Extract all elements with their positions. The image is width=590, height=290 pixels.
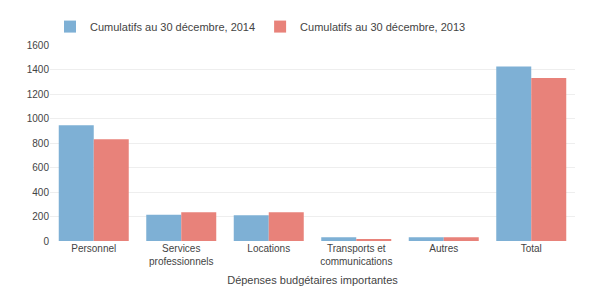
svg-text:Autres: Autres <box>429 243 458 254</box>
svg-text:1200: 1200 <box>27 89 50 100</box>
svg-text:1000: 1000 <box>27 113 50 124</box>
svg-text:Cumulatifs au 30 décembre, 201: Cumulatifs au 30 décembre, 2013 <box>300 21 465 33</box>
svg-text:Personnel: Personnel <box>71 243 116 254</box>
svg-text:Transports etcommunications: Transports etcommunications <box>320 243 392 267</box>
svg-text:800: 800 <box>32 138 49 149</box>
svg-text:Total: Total <box>521 243 542 254</box>
svg-text:Dépenses budgétaires important: Dépenses budgétaires importantes <box>227 274 398 286</box>
svg-text:Cumulatifs au 30 décembre, 201: Cumulatifs au 30 décembre, 2014 <box>90 21 255 33</box>
svg-text:600: 600 <box>32 162 49 173</box>
svg-text:400: 400 <box>32 187 49 198</box>
svg-text:1600: 1600 <box>27 40 50 51</box>
svg-text:Locations: Locations <box>247 243 290 254</box>
svg-text:Servicesprofessionnels: Servicesprofessionnels <box>149 243 213 267</box>
svg-text:1400: 1400 <box>27 64 50 75</box>
svg-text:0: 0 <box>43 236 49 247</box>
svg-text:200: 200 <box>32 211 49 222</box>
